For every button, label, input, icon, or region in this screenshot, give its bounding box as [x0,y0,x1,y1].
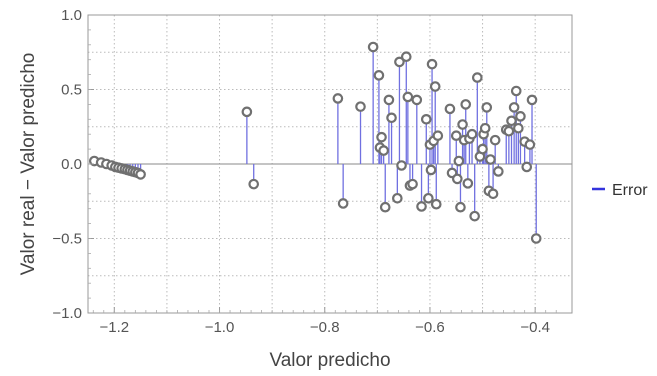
y-tick-label: 0.5 [61,82,82,99]
data-point [453,155,465,167]
data-point [452,173,463,185]
data-point [379,201,391,213]
data-point [450,130,462,141]
data-point [386,112,397,124]
data-point [506,115,517,127]
data-point [423,192,434,204]
data-point [432,130,444,141]
data-point [485,154,496,165]
data-point [248,178,260,190]
data-point [462,178,474,189]
data-point [444,103,456,115]
data-point [411,94,423,106]
y-tick-label: −1.0 [52,305,82,322]
x-axis-title: Valor predicho [269,350,390,371]
data-point [472,72,483,83]
data-point [526,94,538,106]
y-axis-title: Valor real − Valor predicho [18,53,39,276]
data-point [373,70,385,81]
data-point [508,102,520,113]
data-point [513,122,524,134]
data-point [337,198,349,209]
data-point [383,94,395,106]
x-tick-label: −1.2 [99,319,129,336]
data-point [503,125,515,137]
data-point [477,143,488,155]
data-point [396,160,407,171]
data-point [429,81,441,92]
data-points [89,41,542,244]
legend-label-error: Error [612,182,648,199]
data-point [400,51,412,63]
data-point [515,111,526,122]
data-point [355,101,366,112]
data-point [510,85,522,97]
data-point [530,233,542,244]
y-tick-label: −0.5 [52,231,82,248]
data-point [430,198,442,210]
data-point [416,201,427,212]
data-point [402,91,414,103]
data-point [426,58,438,70]
data-point [394,56,405,68]
data-point [489,134,501,146]
data-point [420,114,432,125]
data-point [241,106,253,118]
data-point [487,188,499,200]
x-tick-label: −0.8 [310,319,340,336]
data-point [479,122,491,134]
data-point [466,128,478,140]
data-point [376,131,387,143]
x-tick-label: −0.4 [520,319,550,336]
data-point [521,161,533,173]
legend: Error [592,182,648,199]
data-point [460,99,472,110]
data-point [481,102,493,113]
data-point [367,41,379,53]
data-point [392,192,403,204]
data-point [457,119,468,130]
y-tick-label: 0.0 [61,156,82,173]
data-point [524,139,536,150]
data-point [469,210,480,222]
data-point [455,201,466,213]
x-tick-label: −1.0 [205,319,235,336]
data-point [493,166,504,177]
data-point [332,93,344,104]
y-tick-label: 1.0 [61,7,82,24]
axis-ticks: −1.2 −1.0 −0.8 −0.6 −0.4 −1.0 −0.5 0.0 0.5 1.0 [52,7,557,336]
data-point [425,164,437,176]
data-point [378,145,389,156]
x-tick-label: −0.6 [415,319,445,336]
data-point [135,169,146,180]
data-point [407,178,418,190]
